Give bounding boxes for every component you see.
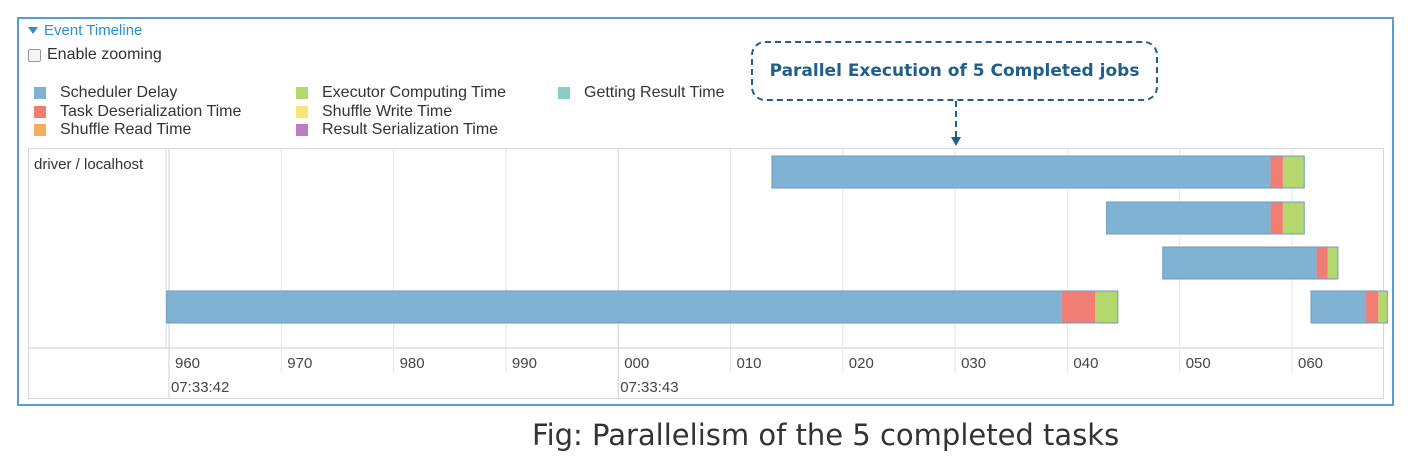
tick-label: 040 xyxy=(1073,355,1098,372)
task-segment xyxy=(1106,202,1271,234)
tick-label: 020 xyxy=(849,355,874,372)
major-time-label: 07:33:42 xyxy=(171,379,229,396)
task-bar-outline xyxy=(1310,290,1388,324)
task-bar-outline xyxy=(771,155,1305,189)
event-timeline-title: Event Timeline xyxy=(44,22,143,39)
legend-label: Task Deserialization Time xyxy=(60,103,242,120)
legend-item-scheduler-delay: Scheduler Delay xyxy=(34,84,177,102)
task-segment xyxy=(1162,247,1317,279)
event-timeline-toggle[interactable]: Event Timeline xyxy=(28,22,142,39)
task-bar[interactable] xyxy=(1310,290,1388,324)
task-bar-outline xyxy=(1106,201,1305,235)
group-label-driver: driver / localhost xyxy=(34,156,144,173)
task-bar-outline xyxy=(166,290,1119,324)
tick-label: 030 xyxy=(961,355,986,372)
task-segment xyxy=(1095,291,1118,323)
tick-label: 010 xyxy=(737,355,762,372)
task-segment xyxy=(1061,291,1096,323)
annotation-text: Parallel Execution of 5 Completed jobs xyxy=(769,61,1140,81)
legend-item-shuffle-write: Shuffle Write Time xyxy=(296,103,452,121)
legend-item-result-serialization: Result Serialization Time xyxy=(296,121,498,139)
task-segment xyxy=(1366,291,1379,323)
task-bar-outline xyxy=(1162,246,1339,280)
legend-item-getting-result: Getting Result Time xyxy=(558,84,725,102)
task-segment xyxy=(1316,247,1328,279)
task-bar[interactable] xyxy=(166,290,1119,324)
legend-swatch xyxy=(34,106,46,118)
tick-label: 060 xyxy=(1298,355,1323,372)
enable-zooming-control[interactable]: Enable zooming xyxy=(28,46,162,64)
task-segment xyxy=(1310,291,1367,323)
tick-label: 980 xyxy=(400,355,425,372)
legend-swatch xyxy=(34,87,46,99)
task-segment xyxy=(1282,202,1305,234)
legend-swatch xyxy=(296,124,308,136)
annotation-callout: Parallel Execution of 5 Completed jobs xyxy=(751,41,1158,101)
timeline-area[interactable] xyxy=(28,148,1384,399)
legend-swatch xyxy=(296,87,308,99)
legend-item-executor-computing: Executor Computing Time xyxy=(296,84,506,102)
legend-swatch xyxy=(296,106,308,118)
legend-item-task-deserialization: Task Deserialization Time xyxy=(34,103,241,121)
task-segment xyxy=(771,156,1271,188)
legend-item-shuffle-read: Shuffle Read Time xyxy=(34,121,191,139)
task-segment xyxy=(166,291,1062,323)
legend-label: Result Serialization Time xyxy=(322,121,499,138)
tick-label: 990 xyxy=(512,355,537,372)
legend-label: Scheduler Delay xyxy=(60,84,178,101)
task-bar[interactable] xyxy=(771,155,1305,189)
task-bar[interactable] xyxy=(1106,201,1305,235)
legend-swatch xyxy=(558,87,570,99)
legend-label: Shuffle Read Time xyxy=(60,121,192,138)
enable-zooming-label: Enable zooming xyxy=(47,46,162,63)
task-bar[interactable] xyxy=(1162,246,1339,280)
legend-swatch xyxy=(34,124,46,136)
annotation-arrow-line xyxy=(955,101,957,137)
task-segment xyxy=(1327,247,1338,279)
legend-label: Getting Result Time xyxy=(584,84,725,101)
task-segment xyxy=(1270,156,1283,188)
tick-label: 970 xyxy=(287,355,312,372)
tick-label: 050 xyxy=(1186,355,1211,372)
enable-zooming-checkbox[interactable] xyxy=(28,48,41,62)
task-segment xyxy=(1282,156,1305,188)
tick-label: 960 xyxy=(175,355,200,372)
tick-label: 000 xyxy=(624,355,649,372)
task-segment xyxy=(1270,202,1283,234)
major-time-label: 07:33:43 xyxy=(620,379,678,396)
legend-label: Shuffle Write Time xyxy=(322,103,453,120)
arrow-down-icon xyxy=(951,137,961,146)
figure-caption: Fig: Parallelism of the 5 completed task… xyxy=(532,418,1120,452)
legend-label: Executor Computing Time xyxy=(322,84,507,101)
task-segment xyxy=(1378,291,1388,323)
triangle-down-icon xyxy=(28,27,38,34)
